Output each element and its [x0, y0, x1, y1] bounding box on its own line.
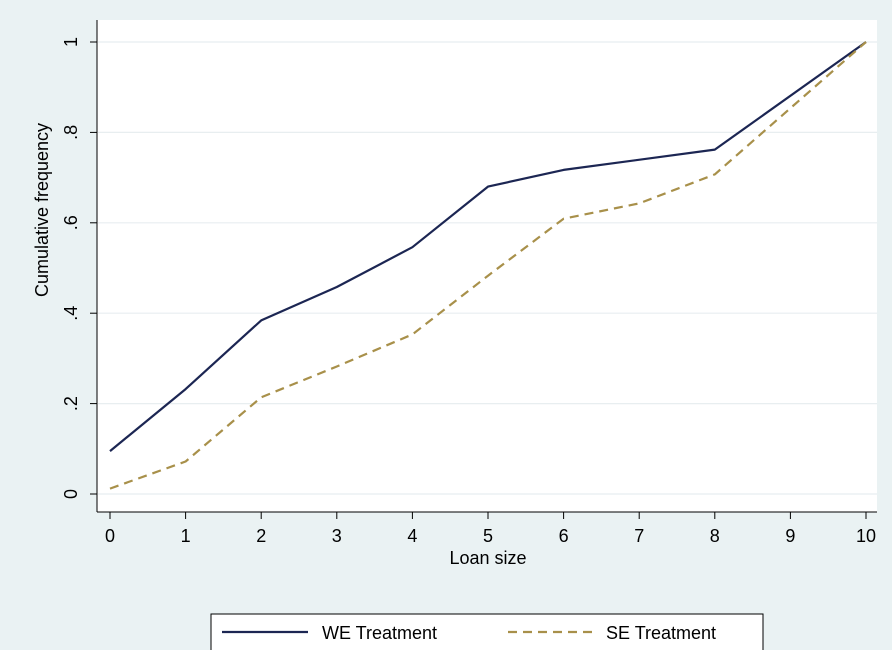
legend: WE Treatment SE Treatment	[210, 613, 764, 650]
y-tick-label: .6	[61, 215, 81, 230]
legend-label-1: WE Treatment	[322, 623, 437, 643]
series-line-2	[109, 41, 867, 490]
legend-box	[210, 613, 764, 650]
y-tick-label: .8	[61, 125, 81, 140]
x-tick-label: 8	[710, 526, 720, 546]
x-tick-label: 5	[483, 526, 493, 546]
series-layer	[109, 41, 867, 490]
y-axis-title: Cumulative frequency	[32, 123, 52, 297]
x-tick-label: 3	[332, 526, 342, 546]
x-tick-label: 6	[559, 526, 569, 546]
x-tick-label: 9	[785, 526, 795, 546]
x-tick-label: 4	[407, 526, 417, 546]
x-tick-label: 0	[105, 526, 115, 546]
x-tick-label: 2	[256, 526, 266, 546]
y-tick-label: 1	[61, 37, 81, 47]
legend-label-2: SE Treatment	[606, 623, 716, 643]
grid-layer	[98, 41, 877, 495]
plot-area	[97, 20, 877, 512]
axes-layer	[96, 20, 877, 513]
series-line-1	[109, 41, 867, 452]
y-tick-label: .4	[61, 306, 81, 321]
y-tick-label: 0	[61, 489, 81, 499]
y-tick-label: .2	[61, 396, 81, 411]
x-axis-title: Loan size	[449, 548, 526, 568]
x-tick-label: 7	[634, 526, 644, 546]
x-tick-label: 1	[181, 526, 191, 546]
x-tick-label: 10	[856, 526, 876, 546]
ticks-layer: 0.2.4.6.810 1 2 3 4 5 6 7 8 9 10	[61, 37, 876, 546]
